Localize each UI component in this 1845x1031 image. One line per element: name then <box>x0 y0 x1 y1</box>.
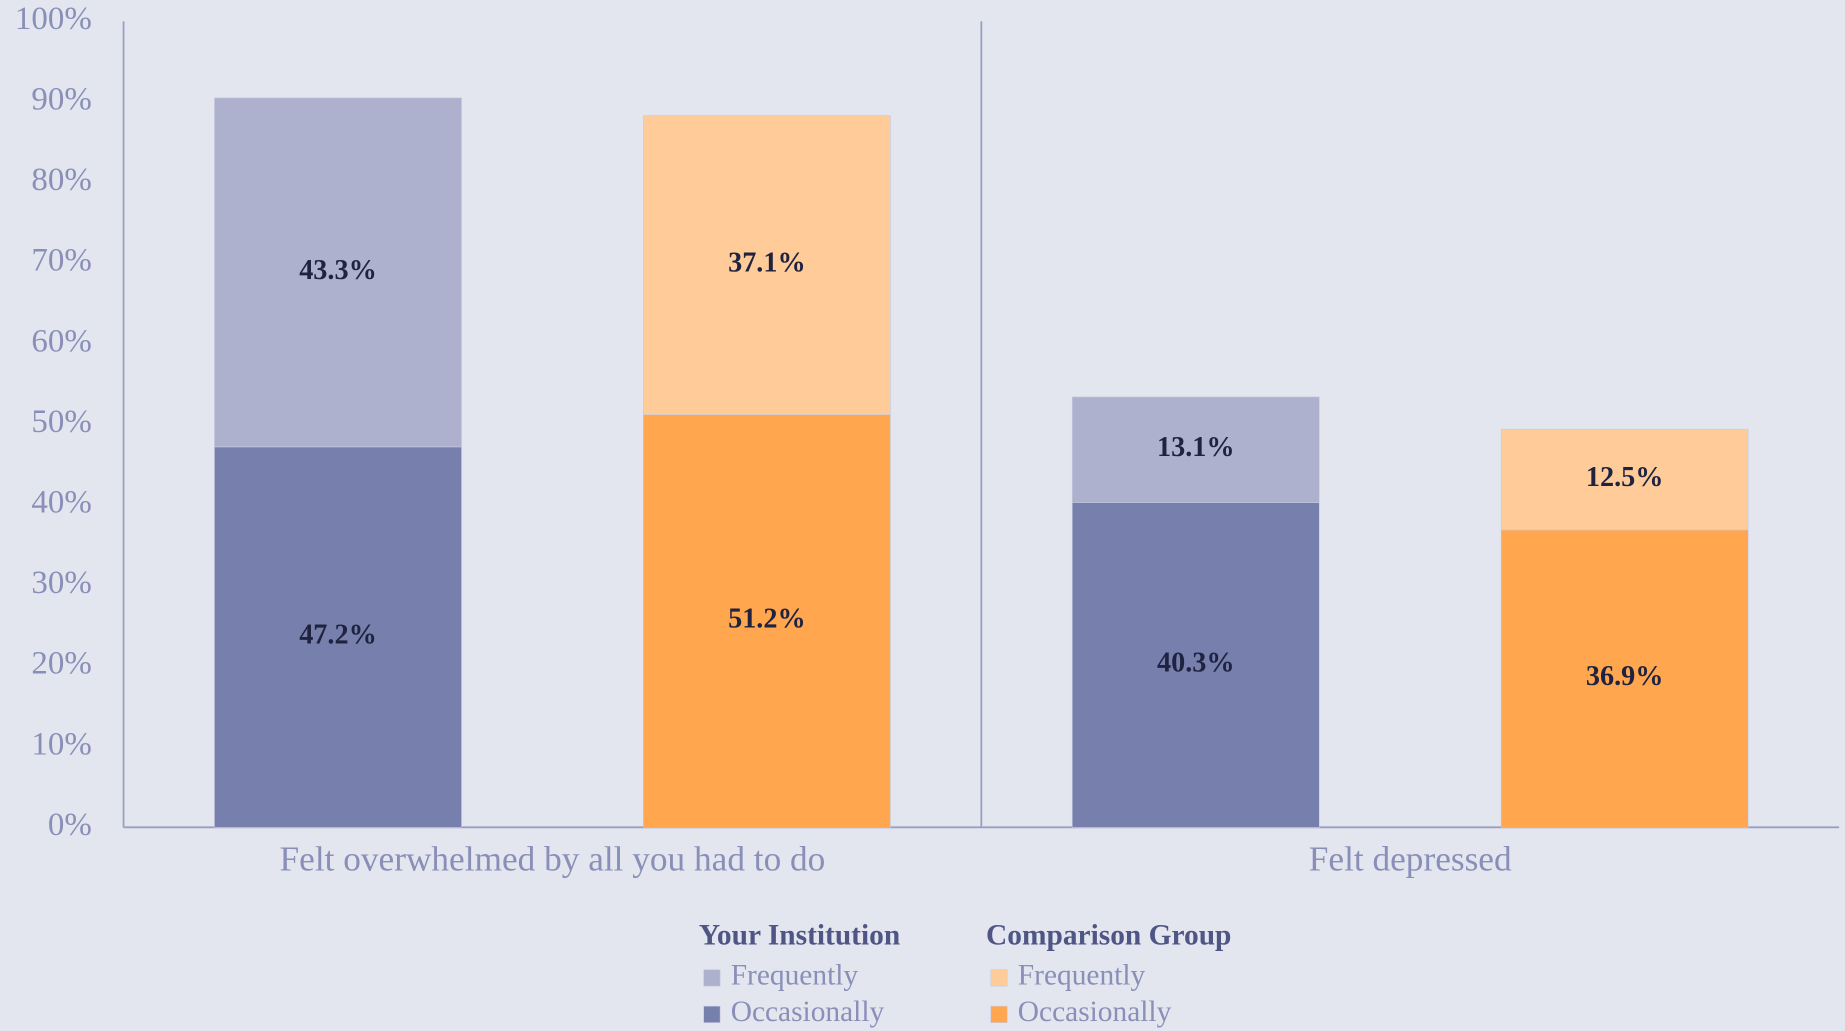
y-tick-label: 20% <box>31 646 91 682</box>
value-label: 51.2% <box>728 603 806 634</box>
legend-swatch <box>990 969 1008 987</box>
legend-label: Occasionally <box>1018 996 1172 1028</box>
legend-swatch <box>703 969 721 987</box>
bar-segment <box>1500 529 1749 828</box>
bar-segment <box>643 115 891 415</box>
legend-title: Comparison Group <box>986 920 1231 952</box>
bar-segment <box>214 446 462 828</box>
y-tick-label: 70% <box>31 243 91 279</box>
y-tick-label: 60% <box>31 323 91 359</box>
value-label: 12.5% <box>1586 462 1664 493</box>
value-label: 13.1% <box>1157 432 1235 463</box>
bar-segment <box>214 97 462 448</box>
y-tick-label: 90% <box>31 81 91 117</box>
bar-segment <box>643 414 891 828</box>
y-tick-label: 50% <box>31 404 91 440</box>
x-tick-label: Felt overwhelmed by all you had to do <box>280 840 826 879</box>
y-tick-label: 0% <box>48 807 92 843</box>
y-tick-label: 100% <box>15 1 92 37</box>
value-label: 36.9% <box>1586 661 1664 692</box>
y-tick-label: 10% <box>31 726 91 762</box>
value-label: 47.2% <box>299 620 377 651</box>
y-tick-label: 80% <box>31 162 91 198</box>
bar-segment <box>1071 502 1320 828</box>
legend-label: Frequently <box>731 960 859 992</box>
value-label: 40.3% <box>1157 647 1235 678</box>
legend-label: Frequently <box>1018 960 1146 992</box>
value-label: 43.3% <box>299 255 377 286</box>
value-label: 37.1% <box>728 248 806 279</box>
bar-segment <box>1500 428 1749 531</box>
y-tick-label: 40% <box>31 484 91 520</box>
legend-swatch <box>703 1005 721 1023</box>
legend-label: Occasionally <box>731 996 885 1028</box>
bar-segment <box>1071 396 1320 503</box>
legend-swatch <box>990 1005 1008 1023</box>
y-tick-label: 30% <box>31 565 91 601</box>
x-tick-label: Felt depressed <box>1309 840 1512 879</box>
legend-title: Your Institution <box>699 920 900 952</box>
